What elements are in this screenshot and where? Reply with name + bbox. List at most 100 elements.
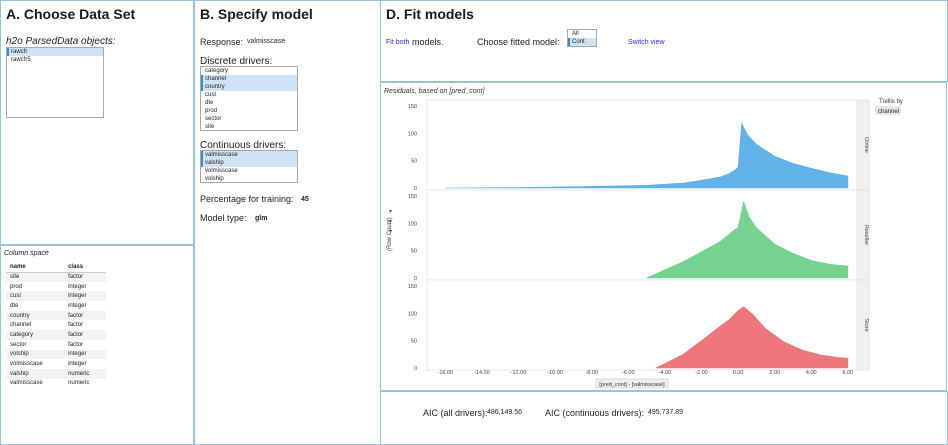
x-tick-label: -16.00 — [437, 370, 453, 376]
aic-all-label: AIC (all drivers): — [423, 408, 488, 418]
x-tick-label: 4.00 — [806, 370, 817, 376]
table-row: category factor — [6, 330, 106, 340]
column-class-cell: numeric — [64, 368, 106, 379]
column-class-cell: integer — [68, 361, 87, 368]
objects-item[interactable]: rawcfr — [7, 48, 103, 56]
column-header-name: name — [6, 262, 65, 273]
fit-both-suffix: models. — [412, 37, 444, 47]
column-name-cell: sector — [10, 341, 27, 348]
residuals-chart: Residuals, based on [pred_cont] Trellis b… — [384, 88, 903, 389]
fitted-model-option[interactable]: All — [572, 31, 579, 37]
fitted-model-option[interactable]: Cont — [568, 38, 596, 46]
trellis-strip-label: Store — [863, 318, 869, 331]
discrete-driver-item[interactable]: prod — [205, 108, 218, 114]
column-space-table: name class site factor prod integer cust inte… — [6, 262, 106, 388]
table-row: volship integer — [6, 349, 106, 360]
response-value[interactable]: valmisscase — [247, 38, 286, 45]
y-tick-label: 0 — [414, 366, 417, 372]
table-row: volmisscase integer — [6, 359, 106, 369]
y-tick-label: 0 — [414, 276, 417, 282]
table-row: site factor — [6, 272, 106, 282]
x-tick-label: -10.00 — [547, 370, 563, 376]
column-space-label: Column space — [4, 250, 49, 257]
column-class-cell: integer — [64, 291, 106, 302]
continuous-driver-item[interactable]: volmisscase — [205, 168, 238, 174]
column-name-cell: volmisscase — [10, 361, 43, 368]
y-tick-label: 150 — [408, 194, 417, 200]
axis-sort-icon: ▾ — [389, 229, 392, 235]
column-name-cell: category — [6, 330, 65, 340]
panel-choose-data-set: A. Choose Data Set h2o ParsedData object… — [0, 0, 194, 245]
x-tick-label: -4.00 — [659, 370, 672, 376]
x-axis-label-box — [595, 378, 669, 389]
column-class-cell: factor — [68, 322, 84, 329]
discrete-driver-item[interactable]: site — [205, 124, 215, 130]
y-tick-label: 150 — [408, 104, 417, 110]
y-axis-label: (Row Count) — [387, 217, 393, 251]
column-name-cell: prod — [10, 283, 23, 290]
histogram-area-reseller — [646, 200, 849, 279]
switch-view-link[interactable]: Switch view — [628, 39, 665, 46]
continuous-drivers-label: Continuous drivers: — [200, 140, 287, 151]
pct-training-label: Percentage for training: — [200, 194, 294, 204]
discrete-driver-item[interactable]: channel — [201, 75, 297, 83]
panel-fit-models: D. Fit models Fit both models. Choose fi… — [380, 0, 948, 82]
response-label: Response: — [200, 37, 244, 47]
table-header-row: name class — [6, 262, 106, 273]
y-tick-label: 100 — [408, 131, 417, 137]
column-class-cell: integer — [68, 302, 87, 309]
choose-model-label: Choose fitted model: — [477, 37, 560, 47]
column-name-cell: dte — [10, 302, 19, 309]
x-tick-label: -12.00 — [511, 370, 527, 376]
table-row: country factor — [6, 310, 106, 321]
discrete-driver-item[interactable]: cust — [205, 92, 217, 98]
x-tick-label: -6.00 — [622, 370, 635, 376]
objects-item[interactable]: rawcfr5 — [7, 56, 103, 64]
column-class-cell: numeric — [68, 380, 90, 387]
continuous-driver-item[interactable]: volship — [205, 176, 224, 182]
axis-sort-icon: ▾ — [389, 219, 392, 225]
panel-b-title: B. Specify model — [200, 6, 313, 22]
continuous-driver-item[interactable]: valmisscase — [201, 151, 297, 159]
x-tick-label: 2.00 — [769, 370, 780, 376]
objects-listbox[interactable]: rawcfr rawcfr5 — [6, 47, 104, 118]
table-row: channel factor — [6, 320, 106, 330]
y-tick-label: 100 — [408, 311, 417, 317]
objects-item-label: rawcfr5 — [11, 57, 31, 63]
continuous-drivers-listbox[interactable]: valmisscase valship volmisscase volship — [200, 150, 298, 183]
panel-aic: AIC (all drivers): 486,149.56 AIC (conti… — [380, 391, 948, 445]
x-tick-label: -8.00 — [585, 370, 598, 376]
continuous-driver-item[interactable]: valship — [201, 159, 297, 167]
column-header-class: class — [64, 262, 106, 273]
discrete-driver-item[interactable]: sector — [205, 116, 222, 122]
discrete-driver-item[interactable]: category — [205, 68, 229, 74]
model-type-label: Model type: — [200, 213, 247, 223]
trellis-strip — [856, 279, 870, 371]
table-row: dte integer — [6, 301, 106, 311]
choose-model-listbox[interactable]: All Cont — [567, 29, 597, 47]
discrete-driver-item[interactable]: country — [201, 83, 297, 91]
axis-sort-icon: ▾ — [389, 209, 392, 215]
column-name-cell: valmisscase — [10, 380, 43, 387]
x-tick-label: 6.00 — [842, 370, 853, 376]
discrete-drivers-label: Discrete drivers: — [200, 56, 273, 67]
x-axis-label: [pred_cont] - [valmisscase] — [599, 382, 665, 388]
table-row: valmisscase numeric — [6, 379, 106, 389]
x-tick-label: -2.00 — [695, 370, 708, 376]
panel-a-title: A. Choose Data Set — [6, 6, 136, 22]
trellis-value: channel — [878, 109, 899, 115]
discrete-driver-item[interactable]: dte — [205, 100, 214, 106]
aic-all-value: 486,149.56 — [487, 409, 523, 416]
fit-both-link[interactable]: Fit both — [386, 39, 410, 46]
objects-item-label: rawcfr — [11, 49, 28, 55]
table-row: valship numeric — [6, 368, 106, 379]
chart-title: Residuals, based on [pred_cont] — [384, 88, 485, 95]
column-name-cell: cust — [6, 291, 65, 302]
column-name-cell: country — [6, 310, 65, 321]
model-type-value[interactable]: glm — [255, 215, 268, 222]
panel-specify-model: B. Specify model Response: valmisscase D… — [194, 0, 381, 445]
discrete-drivers-listbox[interactable]: category channel country cust dte prod sector s… — [200, 66, 298, 131]
column-name-cell: volship — [6, 349, 65, 360]
pct-training-value[interactable]: 45 — [301, 196, 309, 203]
y-tick-label: 50 — [411, 339, 417, 345]
